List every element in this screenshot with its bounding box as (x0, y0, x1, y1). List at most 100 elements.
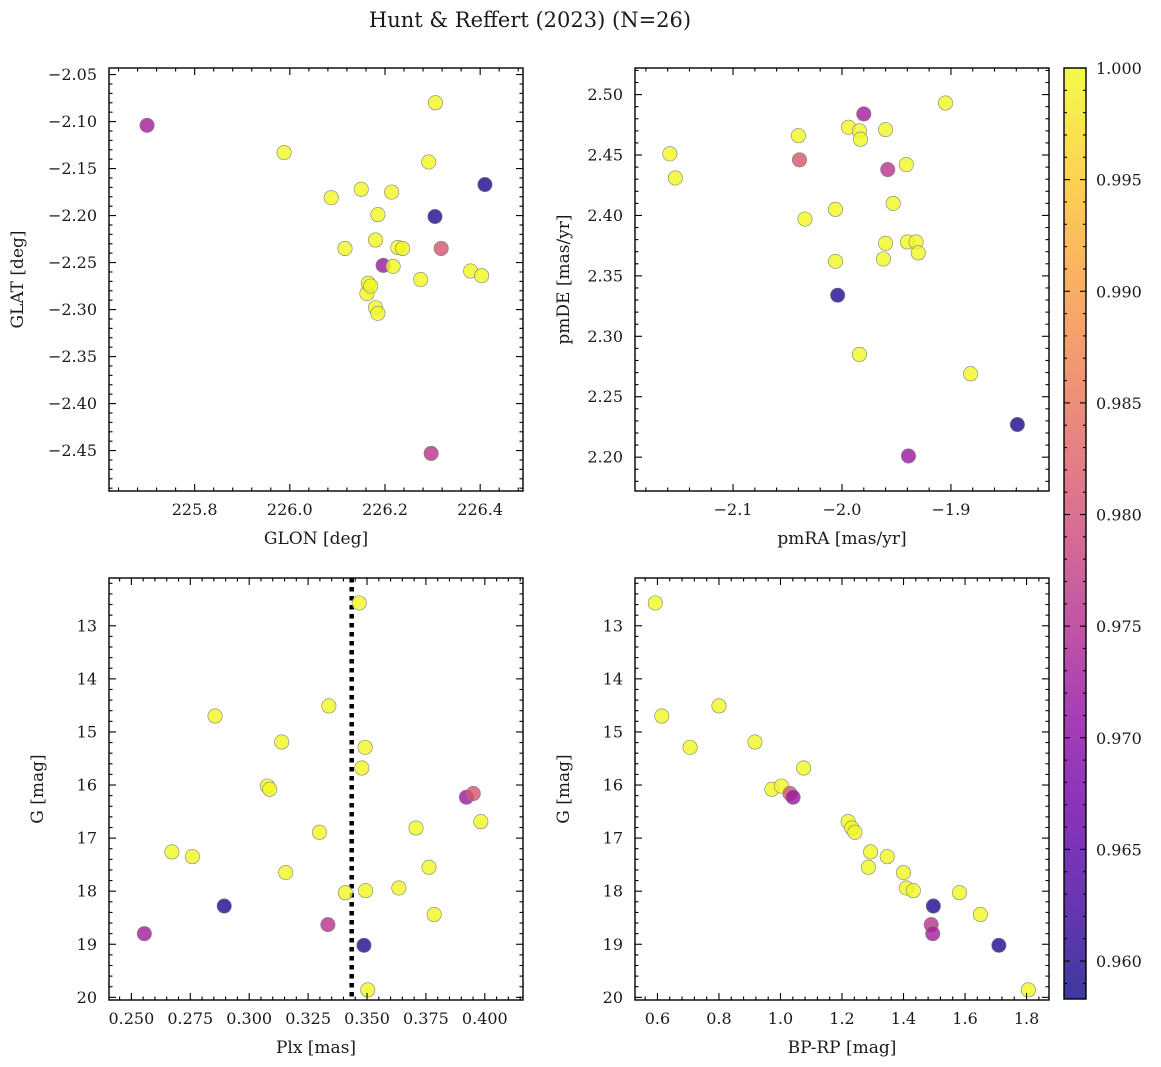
data-point (711, 698, 727, 714)
data-point (1020, 982, 1036, 998)
data-point (951, 885, 967, 901)
y-tick-label: 2.45 (587, 146, 623, 165)
axes-frame (634, 67, 1050, 492)
x-tick-label: 1.6 (952, 1009, 977, 1028)
data-point (351, 595, 367, 611)
x-axis-label: BP-RP [mag] (788, 1038, 897, 1058)
y-tick-label: 14 (603, 669, 623, 688)
data-point (391, 880, 407, 896)
data-point (473, 814, 489, 830)
y-tick-label: −2.30 (48, 300, 97, 319)
data-point (963, 366, 979, 382)
data-point (433, 240, 449, 256)
y-tick-label: 15 (77, 722, 97, 741)
y-tick-label: −2.45 (48, 441, 97, 460)
y-tick-label: −2.25 (48, 253, 97, 272)
data-point (423, 445, 439, 461)
axes-frame (634, 577, 1050, 1001)
y-tick-label: 17 (603, 829, 623, 848)
x-tick-label: 226.2 (362, 500, 408, 519)
data-point (427, 209, 443, 225)
data-point (925, 926, 941, 942)
data-point (370, 305, 386, 321)
x-tick-label: 1.2 (829, 1009, 854, 1028)
y-tick-label: 2.30 (587, 327, 623, 346)
colorbar-tick-label: 0.980 (1096, 506, 1142, 525)
colorbar-tick-label: 0.995 (1096, 171, 1142, 190)
y-tick-label: 19 (77, 935, 97, 954)
y-tick-label: 15 (603, 722, 623, 741)
colorbar-frame (1063, 67, 1087, 1000)
data-point (847, 824, 863, 840)
data-point (136, 926, 152, 942)
y-tick-label: 2.20 (587, 448, 623, 467)
x-axis-label: pmRA [mas/yr] (777, 529, 906, 549)
data-point (856, 106, 872, 122)
y-axis-label: pmDE [mas/yr] (554, 214, 574, 344)
data-point (139, 117, 155, 133)
data-point (337, 885, 353, 901)
data-point (321, 698, 337, 714)
data-point (654, 708, 670, 724)
position-panel: 225.8 226.0 226.2 226.4 −2.05 −2.10 −2.15 −2.20… (8, 65, 524, 549)
data-point (880, 162, 896, 178)
x-tick-label: 0.400 (462, 1009, 508, 1028)
y-tick-label: −2.20 (48, 206, 97, 225)
proper-motion-panel: −2.1 −2.0 −1.9 2.20 2.25 2.30 2.35 2.40 2.45 2.50… (554, 67, 1050, 549)
data-point (370, 207, 386, 223)
data-point (427, 95, 443, 111)
x-tick-label: 226.0 (267, 500, 313, 519)
axes-frame (108, 67, 524, 492)
data-point (667, 170, 683, 186)
colorbar: 0.960 0.965 0.970 0.975 0.980 0.985 0.990 0.995… (1063, 59, 1142, 1000)
colorbar-tick-label: 0.985 (1096, 394, 1142, 413)
colorbar-gradient (1064, 68, 1086, 999)
plot-area (139, 95, 493, 461)
x-tick-label: 0.6 (645, 1009, 670, 1028)
data-point (875, 251, 891, 267)
colorbar-tick-label: 1.000 (1096, 59, 1142, 78)
data-point (421, 859, 437, 875)
y-axis-label: G [mag] (28, 754, 48, 823)
x-tick-label: 0.300 (226, 1009, 272, 1028)
data-point (276, 145, 292, 161)
x-tick-label: 226.4 (457, 500, 503, 519)
data-point (465, 786, 481, 802)
data-point (354, 760, 370, 776)
y-tick-label: 2.25 (587, 387, 623, 406)
data-point (905, 883, 921, 899)
y-tick-label: 13 (603, 616, 623, 635)
data-point (363, 278, 379, 294)
figure-title: Hunt & Reffert (2023) (N=26) (369, 8, 691, 32)
colorbar-tick-label: 0.970 (1096, 729, 1142, 748)
y-tick-label: 18 (77, 882, 97, 901)
data-point (878, 235, 894, 251)
data-point (395, 240, 411, 256)
y-tick-label: 20 (603, 988, 623, 1007)
data-point (851, 346, 867, 362)
x-tick-label: 0.325 (285, 1009, 331, 1028)
x-tick-label: 0.275 (167, 1009, 213, 1028)
y-tick-label: 20 (77, 988, 97, 1007)
data-point (790, 128, 806, 144)
x-axis-label: GLON [deg] (264, 529, 368, 549)
x-tick-label: −2.1 (714, 500, 753, 519)
y-tick-label: 17 (77, 829, 97, 848)
data-point (785, 789, 801, 805)
data-point (356, 937, 372, 953)
data-point (357, 739, 373, 755)
data-point (385, 258, 401, 274)
data-point (797, 211, 813, 227)
y-tick-label: 13 (77, 616, 97, 635)
y-tick-label: −2.15 (48, 159, 97, 178)
data-point (337, 240, 353, 256)
data-point (878, 122, 894, 138)
y-tick-label: −2.10 (48, 112, 97, 131)
plot-area (136, 578, 489, 1000)
x-tick-label: −1.9 (932, 500, 971, 519)
x-tick-label: −2.0 (823, 500, 862, 519)
data-point (830, 287, 846, 303)
parallax-panel: 0.250 0.275 0.300 0.325 0.350 0.375 0.400 13 14 1… (28, 577, 524, 1058)
x-tick-label: 0.250 (108, 1009, 154, 1028)
